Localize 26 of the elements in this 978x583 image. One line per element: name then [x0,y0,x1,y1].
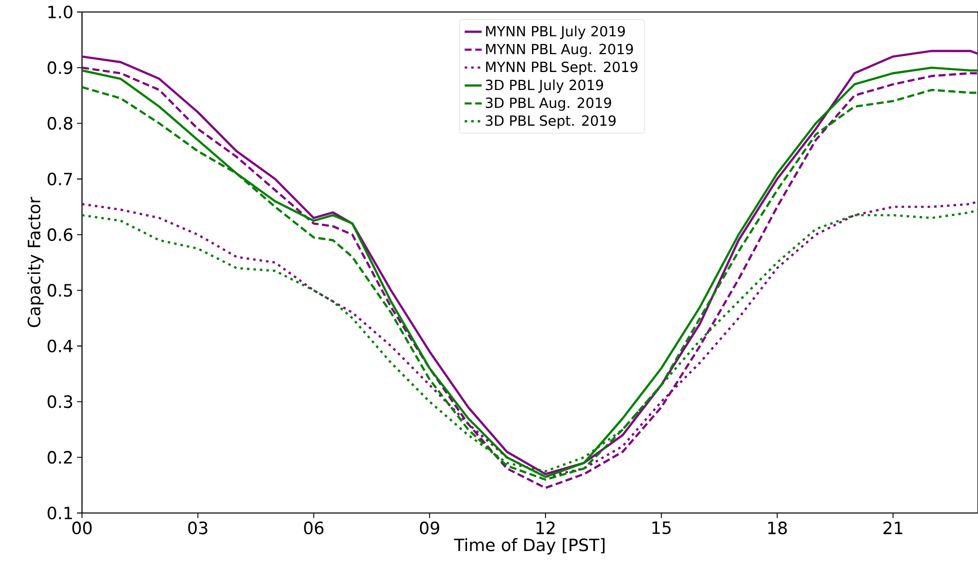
y-tick-label: 0.2 [48,450,72,464]
x-tick-label: 00 [72,522,92,534]
y-tick-label: 0.3 [48,395,72,408]
x-tick-label: 12 [536,522,555,534]
y-tick-label: 0.6 [48,228,72,242]
x-tick-label: 18 [768,522,787,534]
y-tick-label: 0.9 [48,61,72,74]
x-tick-label: 21 [884,522,902,534]
legend-label: MYNN PBL Sept. 2019 [486,62,638,75]
y-tick-label: 1.0 [48,6,72,18]
y-tick-label: 0.1 [48,506,72,520]
x-tick-label: 09 [420,522,440,534]
y-tick-label: 0.8 [48,116,72,130]
x-axis-title: Time of Day [PST] [454,538,604,555]
legend-label: MYNN PBL Aug. 2019 [486,44,633,58]
x-tick-label: 03 [188,522,208,534]
legend-label: 3D PBL July 2019 [486,79,604,93]
x-tick-label: 06 [304,522,324,534]
y-tick-label: 0.5 [48,284,72,297]
legend-label: 3D PBL Aug. 2019 [486,98,612,111]
legend-label: MYNN PBL July 2019 [486,26,625,40]
legend-label: 3D PBL Sept. 2019 [486,115,616,129]
y-tick-label: 0.7 [48,172,72,186]
y-axis-title: Capacity Factor [27,196,44,328]
y-tick-label: 0.4 [48,340,73,352]
x-tick-label: 15 [652,522,671,534]
